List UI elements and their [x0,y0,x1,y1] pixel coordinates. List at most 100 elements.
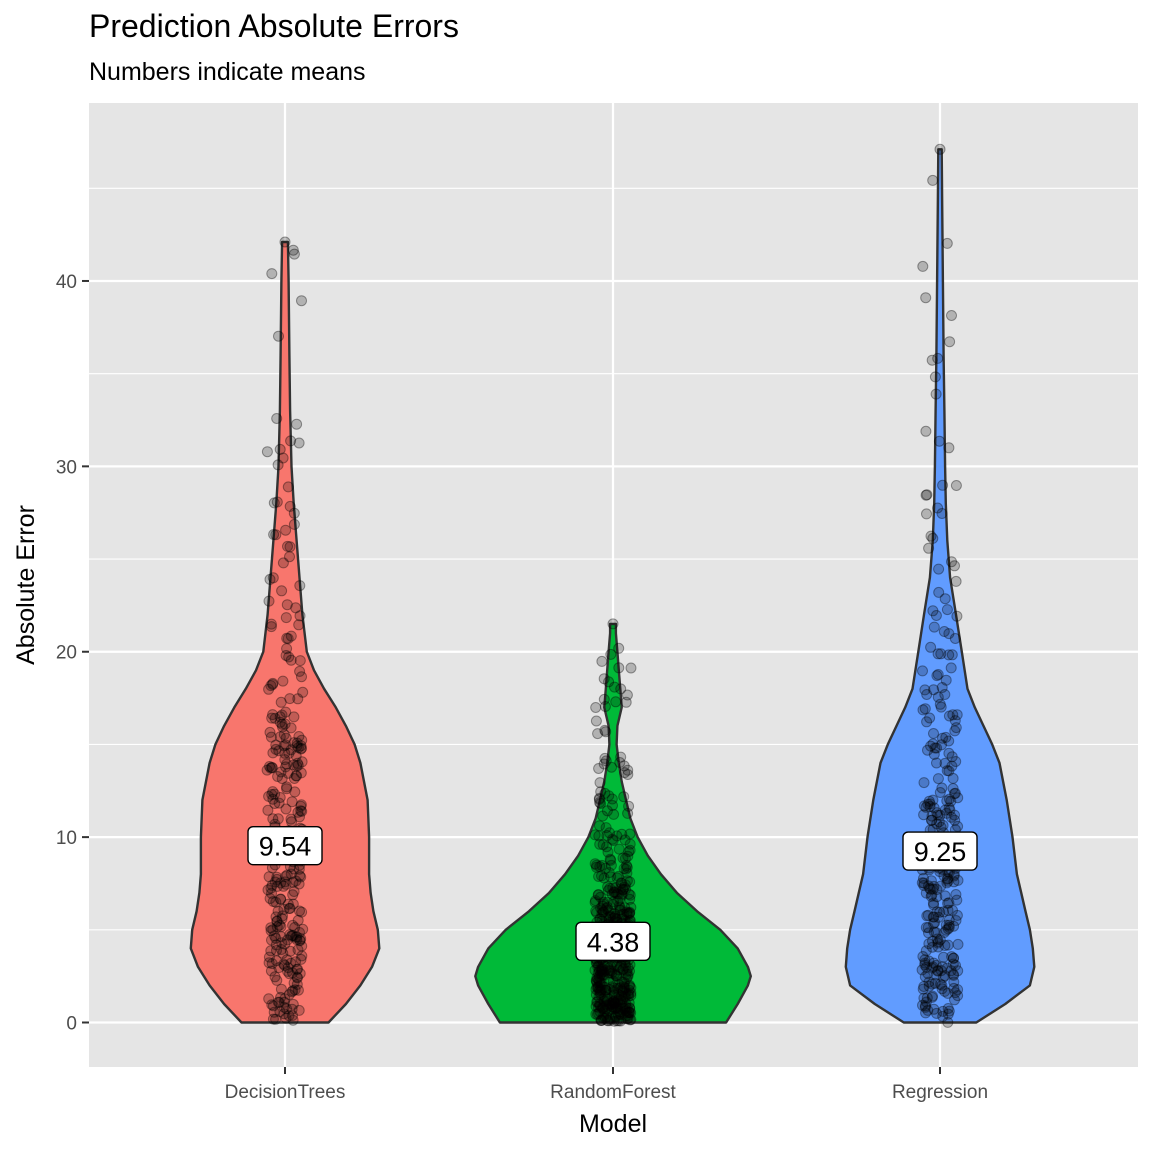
data-point [261,764,273,776]
data-point [949,715,961,727]
data-point [949,814,961,826]
data-point [622,907,634,919]
data-point [599,724,611,736]
data-point [271,974,283,986]
data-point [596,965,608,977]
data-point [595,968,607,980]
data-point [947,772,959,784]
data-point [598,673,610,685]
data-point [594,965,606,977]
data-point [269,712,281,724]
y-tick-label: 10 [56,828,77,849]
data-point [604,882,616,894]
data-point [616,997,628,1008]
data-point [930,388,942,400]
data-point [928,728,939,739]
data-point [623,997,635,1009]
data-point [949,994,960,1006]
data-point [267,709,279,721]
data-point [606,981,618,993]
data-point [283,903,295,914]
data-point [283,989,295,1001]
data-point [933,586,945,598]
data-point [614,982,626,994]
data-point [617,884,629,896]
data-point [918,800,930,812]
violin-RandomForest [474,622,752,1024]
data-point [938,927,950,938]
data-point [607,996,619,1008]
data-point [295,953,307,965]
data-point [949,560,960,572]
data-point [596,969,608,981]
data-point [625,990,637,1001]
data-point [605,965,617,977]
data-point [948,969,960,981]
data-point [946,751,958,763]
data-point [926,978,938,990]
mean-label-text: 4.38 [587,927,640,957]
data-point [948,920,960,932]
data-point [623,1007,635,1018]
data-point [616,888,628,900]
data-point [287,985,299,997]
data-point [603,973,615,985]
data-point [612,1005,624,1017]
data-point [931,757,942,769]
data-point [601,841,613,853]
y-tick-label: 40 [56,272,77,293]
data-point [622,962,634,974]
data-point [291,972,303,984]
data-point [288,248,300,260]
data-point [930,969,942,981]
data-point [597,839,609,851]
data-point [272,996,284,1008]
data-point [292,806,304,818]
data-point [596,966,608,978]
data-point [296,295,307,307]
data-point [610,696,622,708]
data-point [593,871,605,882]
data-point [280,706,292,718]
data-point [594,976,606,988]
y-axis-title: Absolute Error [12,505,40,665]
data-point [617,1002,629,1014]
data-point [624,893,636,905]
data-point [274,792,286,803]
data-point [620,987,631,999]
data-point [917,999,928,1011]
data-point [942,1008,954,1020]
data-point [274,919,285,931]
data-point [927,961,939,973]
data-point [602,881,614,893]
data-point [266,712,278,724]
data-point [271,915,283,927]
data-point [272,813,284,825]
data-point [599,787,611,799]
data-point [937,1005,949,1017]
data-point [939,985,951,997]
data-point [601,1003,613,1015]
data-point [608,995,620,1007]
data-point [274,443,286,455]
data-point [279,876,291,888]
data-point [275,766,287,778]
data-point [600,984,612,996]
data-point [920,1007,932,1019]
data-point [288,737,300,749]
data-point [623,990,635,1002]
data-point [943,914,955,926]
data-point [597,1001,609,1013]
data-point [591,859,603,871]
data-point [593,889,605,901]
data-point-max [279,236,291,248]
data-point [287,967,298,979]
data-point [918,880,930,891]
data-point [280,803,292,815]
data-point [624,907,635,919]
data-point [277,721,288,733]
data-point [609,968,620,980]
data-point [291,931,303,943]
data-point [621,965,633,977]
data-point [930,927,942,938]
